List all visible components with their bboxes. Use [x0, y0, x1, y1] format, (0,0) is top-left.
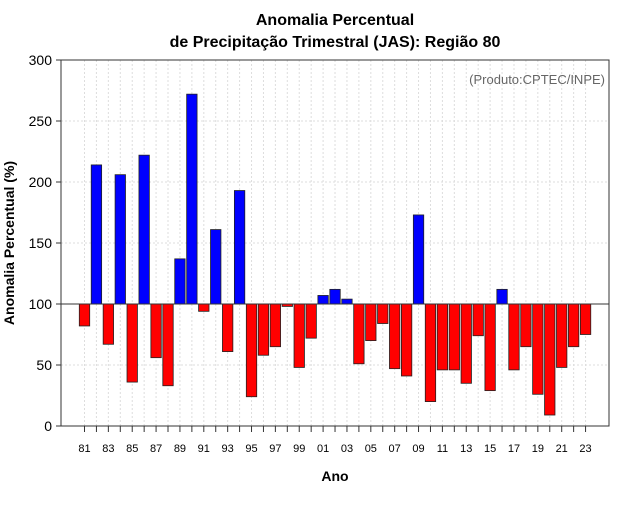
y-axis-label: Anomalia Percentual (%): [1, 161, 17, 325]
bar-2004: [353, 303, 365, 365]
bar-1997: [269, 303, 281, 348]
x-tick-label: 85: [126, 443, 138, 455]
x-tick-label: 93: [222, 443, 234, 455]
bar-2012: [448, 303, 460, 371]
x-tick-label: 89: [174, 443, 186, 455]
y-tick-label: 300: [29, 52, 53, 68]
bar-1995: [245, 303, 258, 398]
bar-1993: [222, 303, 234, 352]
x-tick-label: 05: [365, 443, 377, 455]
y-tick-label: 250: [29, 113, 53, 129]
x-axis: 81 83 85 87 89 91 93 95 97 99 01 03 05 07 09 11 13 15 17 19…: [78, 426, 592, 455]
bar-1983: [102, 303, 114, 345]
bar-1992: [210, 229, 222, 305]
bar-1999: [293, 303, 305, 368]
bar-1988: [162, 303, 174, 387]
x-tick-label: 83: [102, 443, 114, 455]
bar-1989: [174, 258, 186, 305]
bar-2015: [484, 303, 496, 392]
bar-2008: [401, 303, 413, 377]
bar-1982: [90, 164, 103, 305]
bar-2013: [460, 303, 472, 384]
x-tick-label: 23: [579, 443, 591, 455]
chart-title-line2: de Precipitação Trimestral (JAS): Região…: [170, 34, 501, 51]
bars: [78, 93, 592, 416]
x-tick-label: 87: [150, 443, 162, 455]
x-tick-label: 09: [412, 443, 424, 455]
x-tick-label: 21: [556, 443, 568, 455]
bar-1987: [150, 303, 162, 359]
x-axis-label: Ano: [321, 468, 348, 484]
y-tick-label: 0: [44, 418, 52, 434]
x-tick-label: 17: [508, 443, 520, 455]
bar-1990: [186, 93, 198, 305]
bar-2018: [520, 303, 532, 348]
bar-2020: [544, 303, 556, 416]
bar-2016: [496, 288, 508, 305]
chart-title-line1: Anomalia Percentual: [256, 12, 414, 29]
x-tick-label: 11: [437, 443, 448, 455]
y-tick-label: 100: [29, 296, 53, 312]
bar-2000: [305, 303, 317, 339]
bar-2003: [341, 298, 353, 305]
bar-2005: [365, 303, 377, 341]
x-tick-label: 15: [484, 443, 496, 455]
x-tick-label: 03: [341, 443, 353, 455]
bar-2007: [389, 303, 401, 370]
x-tick-label: 81: [78, 443, 90, 455]
y-tick-label: 50: [36, 357, 52, 373]
bar-1994: [233, 190, 246, 305]
x-tick-label: 13: [460, 443, 472, 455]
bar-2014: [472, 303, 484, 337]
bar-2006: [377, 303, 389, 324]
bar-2002: [329, 288, 341, 305]
x-tick-label: 01: [317, 443, 329, 455]
bar-1981: [78, 303, 91, 327]
y-axis: 0 50 100 150 200 250 300: [29, 52, 61, 434]
y-tick-label: 200: [29, 174, 53, 190]
bar-1996: [257, 303, 270, 356]
bar-2022: [568, 303, 580, 348]
source-annotation: (Produto:CPTEC/INPE): [469, 72, 605, 87]
bar-2001: [317, 295, 329, 305]
x-tick-label: 95: [245, 443, 257, 455]
bar-1986: [138, 154, 150, 305]
bar-2017: [508, 303, 520, 371]
bar-1991: [198, 303, 210, 312]
x-tick-label: 07: [389, 443, 401, 455]
x-tick-label: 91: [198, 443, 210, 455]
bar-2019: [532, 303, 544, 395]
x-tick-label: 99: [293, 443, 305, 455]
bar-2021: [556, 303, 568, 368]
bar-2009: [412, 214, 425, 305]
bar-2023: [579, 303, 592, 335]
x-tick-label: 19: [532, 443, 544, 455]
bar-2010: [424, 303, 437, 402]
x-tick-label: 97: [269, 443, 281, 455]
bar-1985: [126, 303, 138, 383]
bar-1984: [114, 174, 126, 305]
bar-2011: [436, 303, 449, 371]
y-tick-label: 150: [29, 235, 53, 251]
